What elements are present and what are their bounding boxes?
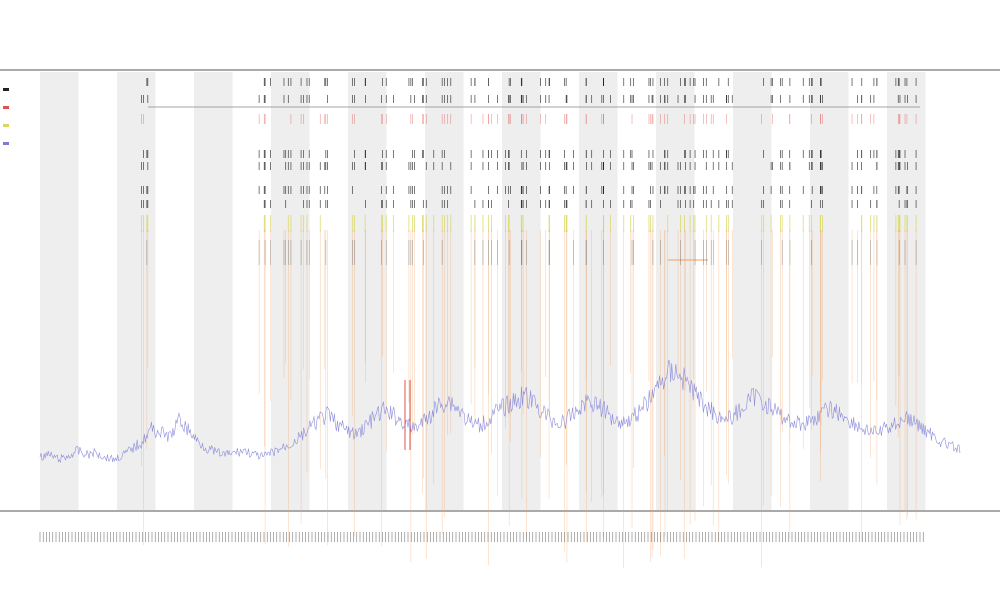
series-line	[39, 359, 961, 464]
event-tracks	[141, 78, 920, 569]
band-4	[348, 72, 387, 510]
band-9	[733, 72, 772, 510]
legend-swatch-0	[3, 88, 9, 91]
band-1	[117, 72, 156, 510]
band-3	[271, 72, 310, 510]
legend-swatch-1	[3, 106, 9, 109]
band-7	[579, 72, 618, 510]
series-layer	[39, 359, 961, 464]
band-5	[425, 72, 464, 510]
band-0	[40, 72, 79, 510]
band-8	[656, 72, 695, 510]
x-tick-labels	[39, 532, 924, 542]
band-10	[810, 72, 849, 510]
legend-swatch-3	[3, 142, 9, 145]
band-2	[194, 72, 233, 510]
legend	[3, 88, 9, 145]
legend-swatch-2	[3, 124, 9, 127]
band-11	[887, 72, 926, 510]
